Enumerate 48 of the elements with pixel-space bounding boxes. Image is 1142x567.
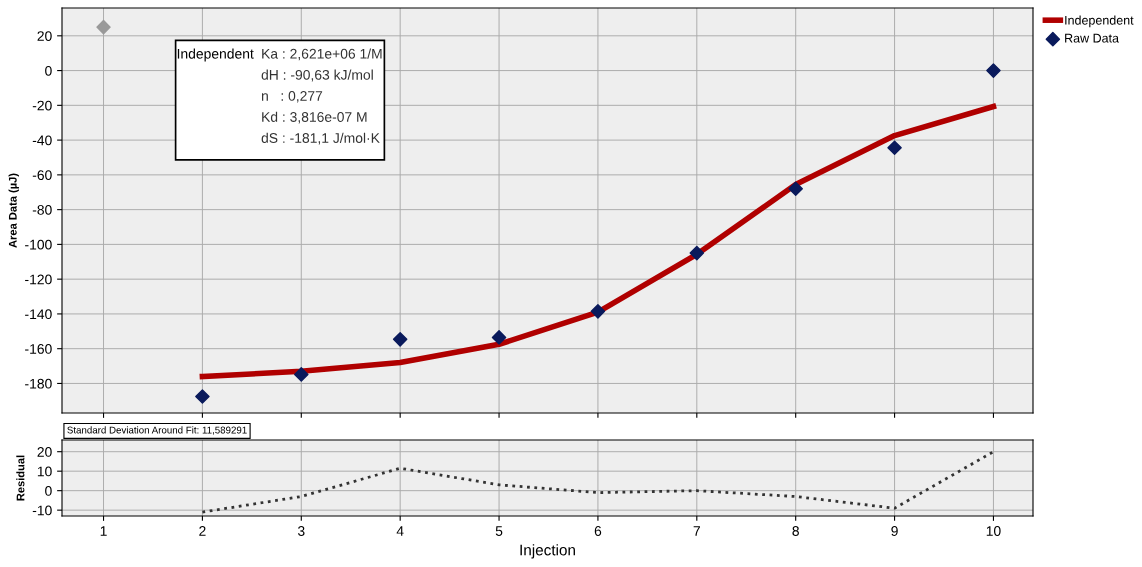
annotation: Ka : 2,621e+06 1/M: [262, 48, 382, 61]
legend-label: Raw Data: [1065, 33, 1119, 43]
y-tick-label: 10: [37, 466, 52, 477]
x-axis-title: Injection: [520, 544, 575, 559]
line-series: [201, 450, 995, 514]
x-tick-label: 6: [594, 526, 602, 536]
y-axis-title: Residual: [16, 455, 25, 501]
point: [491, 330, 507, 345]
x-tick-label: 9: [891, 526, 898, 536]
point: [788, 181, 803, 197]
y-tick-label: -160: [25, 344, 52, 354]
point: [96, 19, 111, 35]
x-tick-label: 8: [792, 526, 799, 536]
point: [887, 140, 902, 156]
x-tick-label: 7: [693, 526, 700, 536]
point: [986, 63, 1001, 78]
x-tick-label: 4: [396, 526, 404, 536]
point: [689, 245, 705, 261]
y-tick-label: 0: [45, 486, 52, 496]
x-tick-label: 10: [986, 526, 1001, 536]
y-tick-label: -20: [32, 100, 52, 111]
y-tick-label: -180: [25, 378, 52, 389]
legend-label: Independent: [1065, 15, 1134, 28]
text: Standard Deviation Around Fit: 11,589291: [67, 426, 247, 435]
annotation: n : 0,277: [261, 90, 323, 103]
y-tick-label: 20: [37, 31, 52, 41]
y-tick-label: -120: [25, 274, 52, 285]
x-tick-label: 5: [495, 526, 503, 536]
point: [294, 367, 309, 382]
y-tick-label: -40: [32, 135, 52, 146]
y-tick-label: -100: [25, 239, 52, 250]
y-tick-label: 0: [45, 65, 52, 76]
y-tick-label: -80: [32, 204, 52, 215]
annotation: dS : -181,1 J/mol·K: [261, 132, 380, 145]
x-tick-label: 3: [297, 526, 305, 536]
x-tick-label: 1: [100, 526, 107, 536]
y-axis-title: Area Data (µJ): [8, 173, 19, 248]
point: [195, 389, 210, 404]
x-tick-label: 2: [199, 526, 206, 536]
annotation: Independent: [177, 48, 254, 62]
y-tick-label: -60: [32, 170, 52, 181]
y-tick-label: 20: [37, 447, 52, 457]
point: [590, 304, 606, 319]
point: [392, 332, 408, 347]
annotation: Kd : 3,816e-07 M: [262, 111, 367, 124]
annotation: dH : -90,63 kJ/mol: [261, 69, 373, 82]
y-tick-label: -140: [25, 309, 52, 320]
y-tick-label: -10: [32, 505, 52, 516]
